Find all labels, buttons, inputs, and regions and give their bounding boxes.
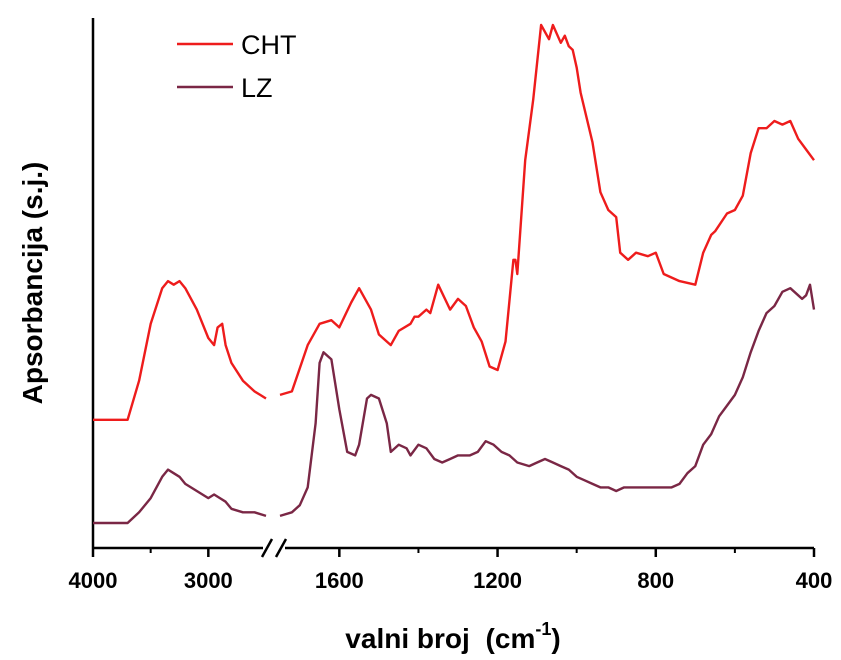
x-ticks xyxy=(91,548,816,557)
axis-break-marker xyxy=(260,538,288,558)
series-cht xyxy=(93,23,815,421)
x-tick-labels: 4000 3000 1600 1200 800 400 xyxy=(69,568,833,593)
legend-label-lz: LZ xyxy=(241,73,273,103)
series-line-lz-segment-2 xyxy=(279,283,816,518)
y-axis-title: Apsorbancija (s.j.) xyxy=(17,162,48,405)
series-line-cht-segment-1 xyxy=(93,279,267,421)
legend-label-cht: CHT xyxy=(241,30,297,60)
x-tick-label-1200: 1200 xyxy=(473,568,522,593)
x-axis-title-unit-close: ) xyxy=(551,623,560,654)
series-layer xyxy=(93,23,816,525)
x-tick-label-800: 800 xyxy=(637,568,674,593)
series-line-lz-segment-1 xyxy=(93,468,267,525)
axes xyxy=(91,18,814,558)
x-tick-label-3000: 3000 xyxy=(184,568,233,593)
x-axis-title-unit-sup: -1 xyxy=(535,619,551,639)
series-lz xyxy=(93,283,816,525)
x-tick-label-400: 400 xyxy=(796,568,833,593)
x-axis-title: valni broj (cm-1) xyxy=(345,619,560,654)
x-axis-title-main: valni broj xyxy=(345,623,469,654)
series-line-cht-segment-2 xyxy=(279,23,815,397)
legend: CHT LZ xyxy=(177,30,297,103)
x-tick-label-1600: 1600 xyxy=(315,568,364,593)
x-axis-title-unit: (cm xyxy=(486,623,536,654)
x-tick-label-4000: 4000 xyxy=(69,568,118,593)
